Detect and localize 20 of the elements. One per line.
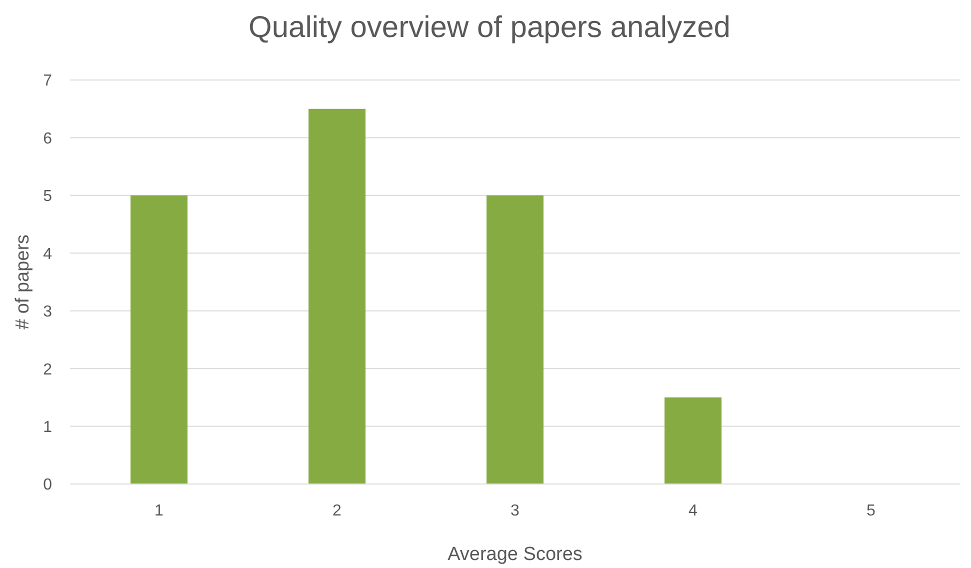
x-tick-label: 4 [688,502,698,520]
y-tick-label: 4 [43,246,52,263]
x-tick-label: 3 [510,502,520,520]
bar [130,195,188,484]
chart-title: Quality overview of papers analyzed [248,10,732,46]
x-tick-label: 1 [154,502,164,520]
bar [308,108,366,484]
x-axis-title: Average Scores [448,544,582,565]
y-tick-label: 3 [43,304,52,321]
y-tick-label: 2 [43,361,52,378]
y-tick-label: 0 [43,476,52,494]
y-tick-label: 1 [43,418,52,436]
x-tick-label: 2 [332,502,342,520]
x-tick-label: 5 [866,502,876,520]
y-tick-label: 6 [43,130,52,148]
bar [486,195,544,484]
y-tick-label: 7 [43,72,52,90]
bar [664,397,722,484]
y-tick-label: 5 [43,188,52,206]
y-axis-title: # of papers [12,234,34,330]
